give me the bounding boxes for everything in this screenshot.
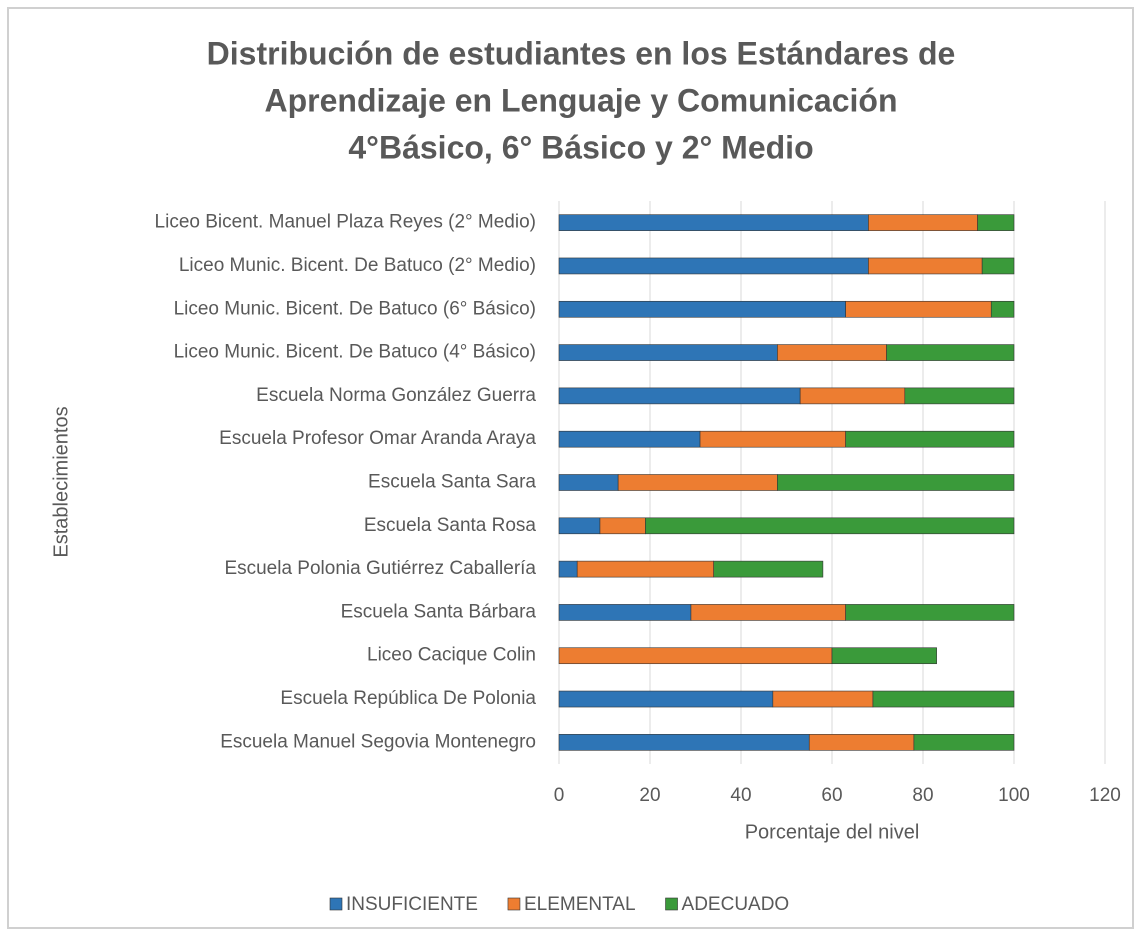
bar-segment bbox=[872, 690, 1015, 708]
legend-label: ELEMENTAL bbox=[524, 894, 636, 915]
bar-segment bbox=[558, 257, 869, 275]
bar-segment bbox=[808, 734, 915, 751]
legend-swatch bbox=[507, 897, 521, 911]
bar-segment bbox=[777, 474, 1015, 491]
bar-segment bbox=[558, 647, 833, 665]
chart-title: Distribución de estudiantes en los Están… bbox=[207, 35, 956, 71]
y-tick-label: Escuela República De Polonia bbox=[280, 688, 536, 709]
bar-segment bbox=[558, 344, 778, 361]
bar-segment bbox=[913, 734, 1015, 751]
y-tick-label: Escuela Polonia Gutiérrez Caballería bbox=[224, 558, 536, 579]
bar-segment bbox=[845, 300, 992, 318]
bar-segment bbox=[977, 214, 1015, 231]
bar-segment bbox=[831, 647, 937, 665]
bar-segment bbox=[558, 690, 774, 708]
x-tick-label: 100 bbox=[998, 785, 1030, 806]
bar-segment bbox=[690, 604, 846, 621]
y-tick-label: Escuela Manuel Segovia Montenegro bbox=[220, 731, 536, 752]
legend-swatch bbox=[665, 897, 678, 911]
bar-segment bbox=[645, 517, 1015, 535]
legend-swatch bbox=[329, 897, 343, 911]
bar-segment bbox=[558, 560, 578, 578]
bar-segment bbox=[558, 300, 846, 318]
chart-title: 4°Básico, 6° Básico y 2° Medio bbox=[348, 129, 813, 165]
bar-segment bbox=[558, 734, 810, 751]
bar-segment bbox=[558, 387, 801, 405]
bar-segment bbox=[777, 344, 887, 361]
x-tick-label: 40 bbox=[730, 785, 751, 806]
chart-title: Aprendizaje en Lenguaje y Comunicación bbox=[264, 82, 897, 118]
bar-segment bbox=[799, 387, 906, 405]
bar-segment bbox=[981, 257, 1015, 275]
y-tick-label: Escuela Profesor Omar Aranda Araya bbox=[219, 428, 536, 449]
y-tick-label: Liceo Munic. Bicent. De Batuco (2° Medio… bbox=[179, 255, 536, 276]
bar-segment bbox=[558, 474, 619, 491]
bar-segment bbox=[558, 430, 701, 448]
bar-segment bbox=[772, 690, 874, 708]
y-axis-label: Establecimientos bbox=[50, 406, 72, 557]
legend-label: ADECUADO bbox=[682, 894, 790, 915]
chart-frame bbox=[7, 7, 1134, 929]
y-tick-label: Escuela Santa Rosa bbox=[364, 515, 537, 536]
y-tick-label: Liceo Bicent. Manuel Plaza Reyes (2° Med… bbox=[155, 212, 536, 233]
y-tick-label: Liceo Munic. Bicent. De Batuco (6° Básic… bbox=[174, 298, 536, 319]
x-tick-label: 80 bbox=[912, 785, 933, 806]
x-tick-label: 60 bbox=[821, 785, 842, 806]
bar-segment bbox=[558, 517, 601, 535]
x-tick-label: 0 bbox=[554, 785, 565, 806]
bar-segment bbox=[699, 430, 846, 448]
x-tick-label: 20 bbox=[639, 785, 660, 806]
bar-segment bbox=[868, 214, 978, 231]
bar-segment bbox=[868, 257, 983, 275]
bar-segment bbox=[599, 517, 646, 535]
bar-segment bbox=[617, 474, 778, 491]
bar-segment bbox=[990, 300, 1015, 318]
bar-segment bbox=[886, 344, 1015, 361]
bar-segment bbox=[558, 214, 869, 231]
y-tick-label: Liceo Munic. Bicent. De Batuco (4° Básic… bbox=[174, 342, 536, 363]
y-tick-label: Escuela Santa Bárbara bbox=[341, 601, 537, 622]
x-tick-label: 120 bbox=[1089, 785, 1121, 806]
y-tick-label: Liceo Cacique Colin bbox=[367, 645, 536, 666]
bar-segment bbox=[845, 430, 1015, 448]
y-tick-label: Escuela Norma González Guerra bbox=[256, 385, 536, 406]
bar-segment bbox=[558, 604, 692, 621]
legend-label: INSUFICIENTE bbox=[346, 894, 478, 915]
bar-segment bbox=[713, 560, 824, 578]
x-axis-label: Porcentaje del nivel bbox=[745, 821, 920, 843]
bar-segment bbox=[576, 560, 715, 578]
y-tick-label: Escuela Santa Sara bbox=[368, 472, 536, 493]
bar-segment bbox=[904, 387, 1015, 405]
bar-segment bbox=[845, 604, 1015, 621]
